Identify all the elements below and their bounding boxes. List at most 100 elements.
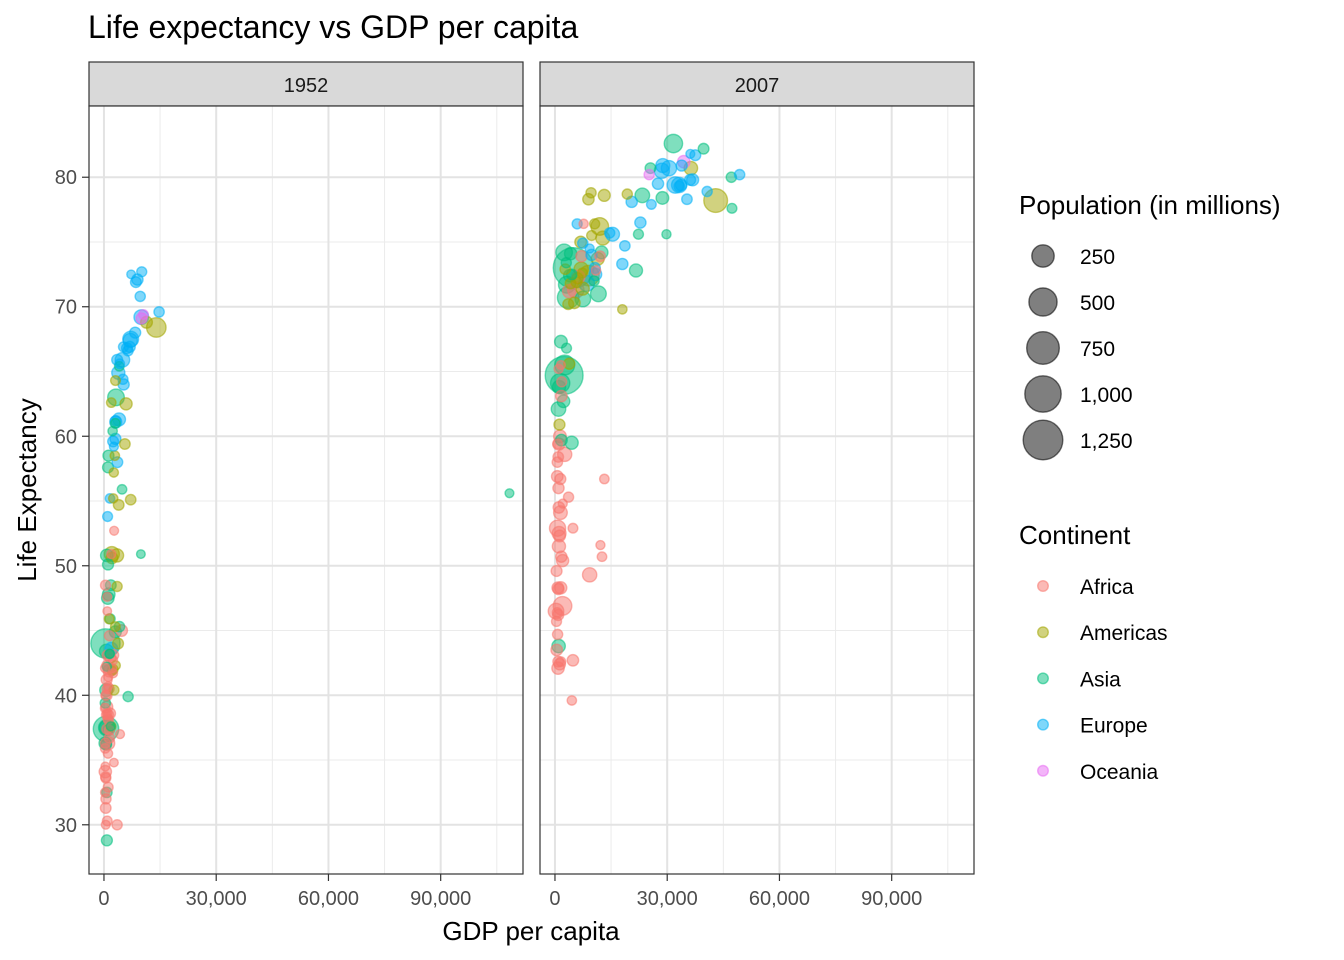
data-point [99,662,111,674]
data-point [588,275,600,287]
data-point [726,202,738,214]
data-point [126,269,137,280]
data-point [683,173,697,186]
data-point [556,376,568,388]
data-point [103,629,116,642]
data-point [108,467,120,478]
size-legend-label: 1,000 [1080,384,1133,407]
data-point [551,606,563,618]
plot-border-1952 [88,105,524,875]
data-point [552,582,565,596]
data-point [108,441,120,452]
data-point [584,243,595,254]
data-point [106,548,117,560]
data-point [100,834,114,847]
plot-area-1952 [89,106,523,874]
data-point [697,142,710,155]
data-point [555,656,567,668]
legend-continent-title: Continent [1019,520,1131,550]
data-point [101,591,113,603]
data-point [566,653,580,667]
data-point [552,529,567,543]
data-point [117,341,130,353]
data-point [107,425,118,437]
data-point [111,819,123,831]
data-point [102,606,113,617]
legend-continent: Continent Africa Americas Asia Europe Oceani… [1019,520,1168,784]
data-point [634,187,651,204]
data-point [119,397,133,411]
data-point [111,637,125,650]
color-legend-swatch [1036,672,1049,685]
data-point [100,819,111,830]
data-point [594,250,607,263]
data-point [108,525,120,536]
x-tick-label: 30,000 [186,888,247,910]
data-point [628,263,644,278]
size-legend-label: 1,250 [1080,430,1133,453]
panel-strip-label-2007: 2007 [735,75,780,97]
data-point [550,615,563,628]
data-point [122,690,134,703]
color-legend-label: Asia [1080,668,1121,691]
legend-population-title: Population (in millions) [1019,190,1281,220]
data-point [701,185,713,198]
x-axis-title: GDP per capita [442,916,620,946]
data-point [99,787,111,798]
data-point [651,177,665,191]
size-legend-circle [1026,331,1060,365]
data-point [567,522,579,534]
data-point [550,643,564,657]
data-point [655,157,671,174]
data-point [103,672,114,683]
panel-strip-1952 [88,61,524,107]
data-point [551,456,564,469]
data-point [101,558,115,571]
data-point [597,188,611,203]
data-point [129,276,142,289]
data-point [100,772,112,784]
data-point [643,168,655,181]
points-2007 [544,133,746,706]
data-point [618,239,631,252]
color-legend-label: Europe [1080,715,1148,738]
color-legend-swatch [1036,718,1049,731]
data-point [114,358,126,370]
size-legend-label: 250 [1080,246,1115,269]
data-point [588,218,601,230]
data-point [685,148,696,160]
data-point [100,761,111,772]
data-point [632,228,645,240]
data-point [557,498,568,509]
x-tick-label: 90,000 [861,888,922,910]
data-point [596,551,608,563]
plot-border-2007 [539,105,975,875]
panel-strip-2007 [539,61,975,107]
data-point [553,418,566,431]
data-point [566,695,578,706]
size-legend-label: 750 [1080,338,1115,361]
data-point [589,285,607,303]
data-point [585,229,598,242]
data-point [554,389,568,403]
data-point [560,342,573,354]
y-tick-label: 40 [55,685,77,707]
data-point [616,257,629,271]
data-point [104,648,115,660]
x-tick-label: 30,000 [637,888,698,910]
data-point [621,188,634,200]
y-tick-label: 70 [55,297,77,319]
y-tick-label: 30 [55,815,77,837]
data-point [137,308,149,321]
panel-1952: 1952 [88,61,524,875]
panel-2007: 2007 [539,61,975,875]
size-legend-items: 250 500 750 1,000 1,250 [1022,244,1133,461]
data-point [554,472,567,486]
data-point [560,256,573,269]
x-axis-1952: 0 30,000 60,000 90,000 [98,874,471,910]
y-tick-label: 80 [55,167,77,189]
data-point [655,190,670,205]
data-point [153,306,165,318]
y-tick-label: 60 [55,426,77,448]
data-point [116,483,128,495]
